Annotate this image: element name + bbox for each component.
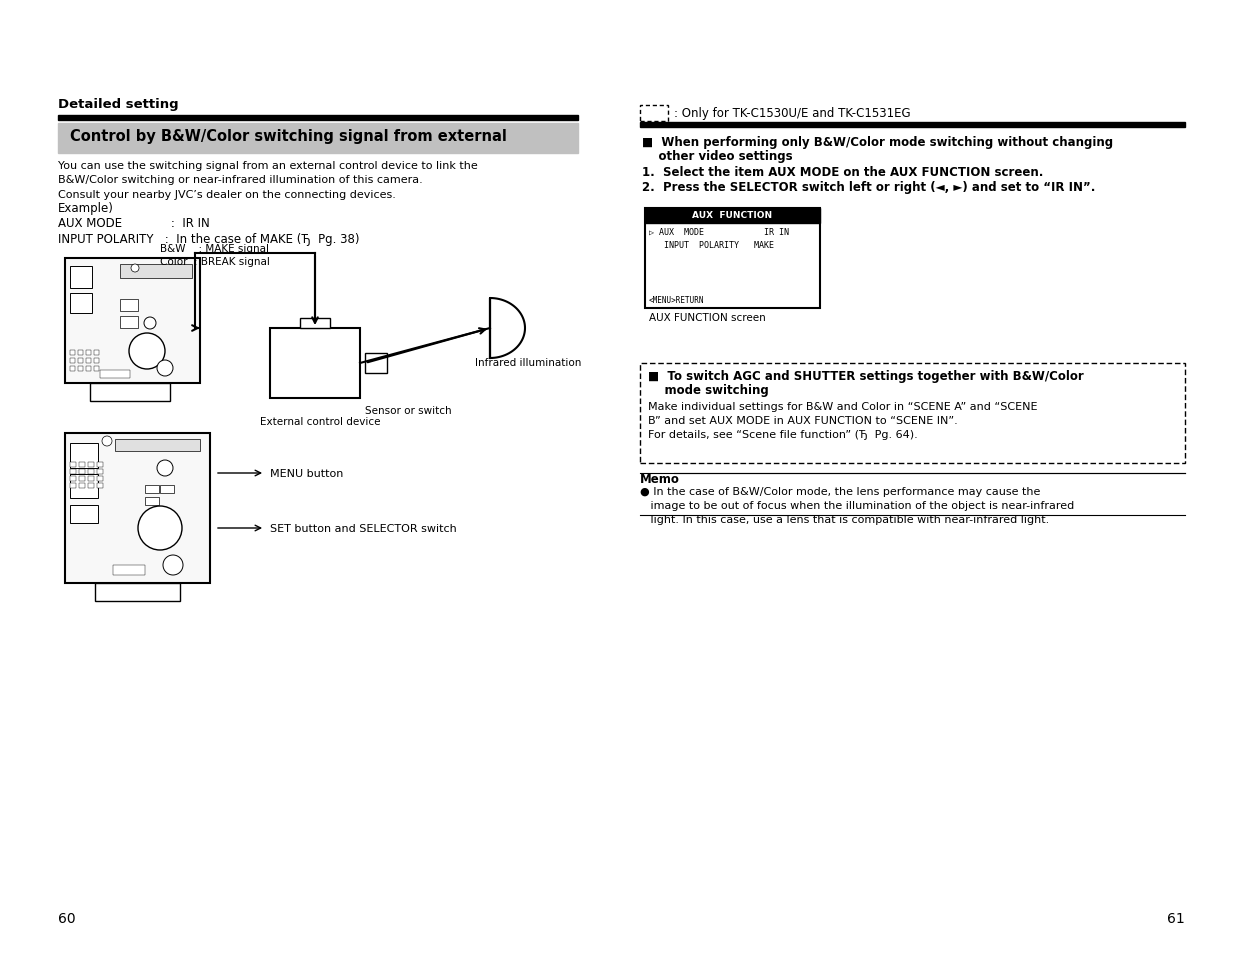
- Text: Infrared illumination: Infrared illumination: [475, 357, 582, 368]
- Bar: [88, 470, 94, 475]
- Bar: [70, 483, 77, 489]
- Bar: [70, 475, 98, 498]
- Circle shape: [128, 334, 165, 370]
- Bar: [645, 209, 820, 309]
- Bar: [78, 358, 83, 364]
- Bar: [70, 470, 77, 475]
- Bar: [144, 497, 159, 505]
- Text: other video settings: other video settings: [642, 150, 793, 163]
- Bar: [270, 329, 359, 398]
- Bar: [70, 476, 77, 481]
- Text: Sensor or switch: Sensor or switch: [366, 406, 452, 416]
- Bar: [79, 462, 85, 468]
- Bar: [65, 434, 210, 583]
- Bar: [94, 367, 99, 372]
- Bar: [70, 358, 75, 364]
- Bar: [78, 351, 83, 355]
- Bar: [86, 358, 91, 364]
- Text: AUX MODE             :  IR IN: AUX MODE : IR IN: [58, 216, 210, 230]
- Bar: [88, 476, 94, 481]
- Bar: [300, 318, 330, 329]
- Circle shape: [131, 265, 140, 273]
- Text: MENU button: MENU button: [270, 469, 343, 478]
- Bar: [58, 116, 578, 121]
- Bar: [70, 267, 91, 289]
- Text: B&W    : MAKE signal
Color  : BREAK signal: B&W : MAKE signal Color : BREAK signal: [161, 244, 270, 267]
- Text: : Only for TK-C1530U/E and TK-C1531EG: : Only for TK-C1530U/E and TK-C1531EG: [674, 108, 910, 120]
- Bar: [94, 358, 99, 364]
- Text: mode switching: mode switching: [648, 384, 768, 396]
- Bar: [70, 351, 75, 355]
- Bar: [120, 265, 191, 278]
- Bar: [94, 351, 99, 355]
- Bar: [70, 294, 91, 314]
- Bar: [78, 367, 83, 372]
- Bar: [79, 483, 85, 489]
- Bar: [640, 106, 668, 122]
- Text: ■  When performing only B&W/Color mode switching without changing: ■ When performing only B&W/Color mode sw…: [642, 136, 1113, 149]
- Bar: [98, 462, 103, 468]
- Text: Make individual settings for B&W and Color in “SCENE A” and “SCENE
B” and set AU: Make individual settings for B&W and Col…: [648, 401, 1037, 439]
- Bar: [70, 367, 75, 372]
- Circle shape: [144, 317, 156, 330]
- Text: You can use the switching signal from an external control device to link the
B&W: You can use the switching signal from an…: [58, 161, 478, 199]
- Bar: [144, 485, 159, 494]
- Circle shape: [138, 506, 182, 551]
- Text: External control device: External control device: [261, 416, 380, 427]
- Text: INPUT POLARITY   :  In the case of MAKE (Ђ  Pg. 38): INPUT POLARITY : In the case of MAKE (Ђ …: [58, 233, 359, 246]
- Text: <MENU>RETURN: <MENU>RETURN: [650, 295, 704, 305]
- Text: Memo: Memo: [640, 473, 680, 485]
- Bar: [120, 299, 138, 312]
- Bar: [95, 583, 180, 601]
- Bar: [70, 462, 77, 468]
- Text: ▷ AUX  MODE            IR IN: ▷ AUX MODE IR IN: [650, 228, 789, 236]
- Bar: [120, 316, 138, 329]
- Text: INPUT  POLARITY   MAKE: INPUT POLARITY MAKE: [650, 241, 774, 250]
- Text: SET button and SELECTOR switch: SET button and SELECTOR switch: [270, 523, 457, 534]
- Bar: [58, 124, 578, 153]
- Bar: [86, 367, 91, 372]
- Bar: [100, 371, 130, 378]
- Bar: [79, 470, 85, 475]
- Text: Control by B&W/Color switching signal from external: Control by B&W/Color switching signal fr…: [70, 129, 506, 143]
- Text: AUX FUNCTION screen: AUX FUNCTION screen: [650, 313, 766, 323]
- Bar: [366, 354, 387, 374]
- Bar: [112, 565, 144, 576]
- Bar: [65, 258, 200, 384]
- Text: 2.  Press the SELECTOR switch left or right (◄, ►) and set to “IR IN”.: 2. Press the SELECTOR switch left or rig…: [642, 181, 1095, 193]
- Bar: [115, 439, 200, 452]
- Bar: [98, 483, 103, 489]
- Bar: [70, 505, 98, 523]
- Bar: [90, 384, 170, 401]
- Text: AUX  FUNCTION: AUX FUNCTION: [692, 212, 772, 220]
- Text: Detailed setting: Detailed setting: [58, 98, 179, 111]
- Bar: [640, 364, 1186, 463]
- Bar: [88, 483, 94, 489]
- Circle shape: [157, 460, 173, 476]
- Text: 1.  Select the item AUX MODE on the AUX FUNCTION screen.: 1. Select the item AUX MODE on the AUX F…: [642, 166, 1044, 179]
- Bar: [645, 209, 820, 224]
- Circle shape: [163, 556, 183, 576]
- Circle shape: [157, 360, 173, 376]
- Bar: [86, 351, 91, 355]
- Text: 61: 61: [1167, 911, 1186, 925]
- Text: ● In the case of B&W/Color mode, the lens performance may cause the
   image to : ● In the case of B&W/Color mode, the len…: [640, 486, 1074, 524]
- Bar: [70, 443, 98, 469]
- Circle shape: [103, 436, 112, 447]
- Bar: [79, 476, 85, 481]
- Text: ■  To switch AGC and SHUTTER settings together with B&W/Color: ■ To switch AGC and SHUTTER settings tog…: [648, 370, 1084, 382]
- Bar: [98, 470, 103, 475]
- Bar: [88, 462, 94, 468]
- Bar: [98, 476, 103, 481]
- Text: 60: 60: [58, 911, 75, 925]
- Bar: [640, 123, 1186, 128]
- Text: Example): Example): [58, 202, 114, 214]
- Bar: [161, 485, 174, 494]
